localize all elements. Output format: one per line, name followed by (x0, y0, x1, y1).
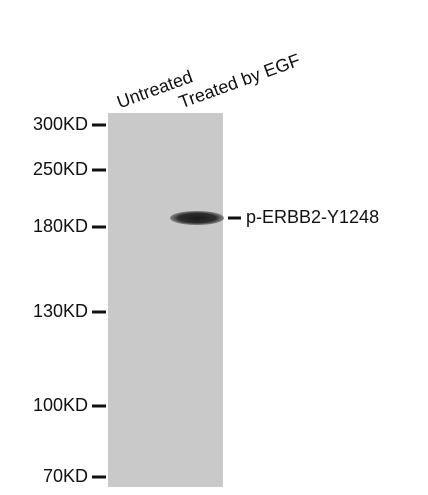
marker-label: 70KD (43, 466, 88, 486)
blot-figure: Untreated Treated by EGF 300KD 250KD 180… (0, 0, 428, 495)
marker-label: 250KD (33, 159, 88, 179)
protein-band (170, 211, 224, 225)
marker-label: 300KD (33, 114, 88, 134)
gel-membrane (108, 113, 223, 487)
marker-ladder: 300KD 250KD 180KD 130KD 100KD 70KD (33, 114, 106, 486)
marker-label: 130KD (33, 301, 88, 321)
band-label: p-ERBB2-Y1248 (246, 207, 379, 227)
lane-label: Treated by EGF (176, 50, 303, 112)
marker-label: 180KD (33, 216, 88, 236)
marker-label: 100KD (33, 395, 88, 415)
